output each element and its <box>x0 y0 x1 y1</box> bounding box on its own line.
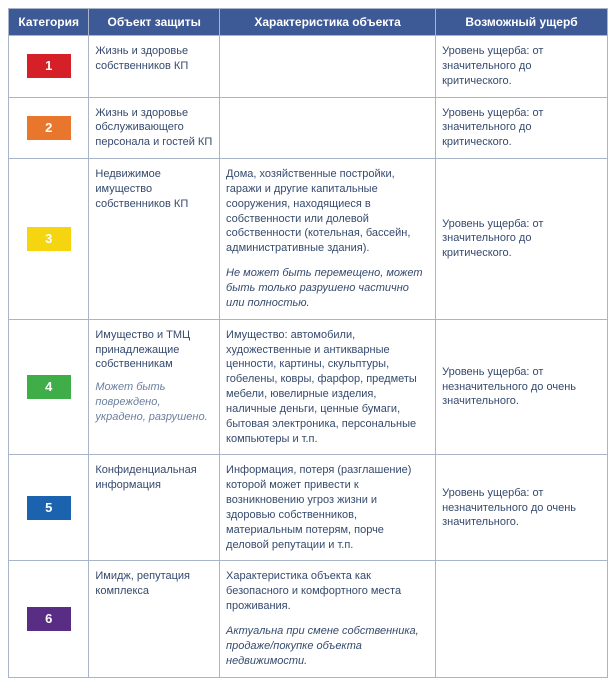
object-cell: Жизнь и здоровье собственников КП <box>89 36 220 98</box>
object-text: Имущество и ТМЦ принадлежащие собственни… <box>95 328 213 373</box>
object-cell: Имидж, репутация комплекса <box>89 561 220 677</box>
object-cell: Конфиденциальная информация <box>89 455 220 561</box>
category-badge: 1 <box>27 54 71 78</box>
object-text: Имидж, репутация комплекса <box>95 569 213 599</box>
header-object: Объект защиты <box>89 9 220 36</box>
object-text: Недвижимое имущество собственников КП <box>95 167 213 212</box>
object-text: Жизнь и здоровье собственников КП <box>95 44 213 74</box>
header-category: Категория <box>9 9 89 36</box>
table-row: 2 Жизнь и здоровье обслуживающего персона… <box>9 97 608 159</box>
category-badge: 2 <box>27 116 71 140</box>
object-cell: Недвижимое имущество собственников КП <box>89 159 220 320</box>
category-cell: 4 <box>9 319 89 455</box>
category-badge: 5 <box>27 496 71 520</box>
characteristic-cell <box>220 97 436 159</box>
category-cell: 2 <box>9 97 89 159</box>
table-header-row: Категория Объект защиты Характеристика о… <box>9 9 608 36</box>
characteristic-text: Характеристика объекта как безопасного и… <box>226 569 429 614</box>
characteristic-cell: Дома, хозяйственные постройки, гаражи и … <box>220 159 436 320</box>
category-cell: 1 <box>9 36 89 98</box>
category-badge: 4 <box>27 375 71 399</box>
object-cell: Имущество и ТМЦ принадлежащие собственни… <box>89 319 220 455</box>
category-cell: 3 <box>9 159 89 320</box>
characteristic-text: Имущество: автомобили, художественные и … <box>226 328 429 447</box>
damage-cell: Уровень ущерба: от значительного до крит… <box>436 36 608 98</box>
header-damage: Возможный ущерб <box>436 9 608 36</box>
damage-cell: Уровень ущерба: от незначительного до оч… <box>436 455 608 561</box>
characteristic-note: Актуальна при смене собственника, продаж… <box>226 624 429 669</box>
characteristic-text: Дома, хозяйственные постройки, гаражи и … <box>226 167 429 256</box>
damage-cell: Уровень ущерба: от значительного до крит… <box>436 97 608 159</box>
characteristic-note: Не может быть перемещено, может быть тол… <box>226 266 429 311</box>
characteristic-cell <box>220 36 436 98</box>
damage-cell: Уровень ущерба: от значительного до крит… <box>436 159 608 320</box>
characteristic-cell: Характеристика объекта как безопасного и… <box>220 561 436 677</box>
header-characteristic: Характеристика объекта <box>220 9 436 36</box>
characteristic-text: Информация, потеря (разглашение) которой… <box>226 463 429 552</box>
category-badge: 6 <box>27 607 71 631</box>
damage-cell <box>436 561 608 677</box>
category-badge: 3 <box>27 227 71 251</box>
table-row: 4 Имущество и ТМЦ принадлежащие собственн… <box>9 319 608 455</box>
object-cell: Жизнь и здоровье обслуживающего персонал… <box>89 97 220 159</box>
damage-cell: Уровень ущерба: от незначительного до оч… <box>436 319 608 455</box>
object-text: Жизнь и здоровье обслуживающего персонал… <box>95 106 213 151</box>
table-row: 6 Имидж, репутация комплекса Характеристик… <box>9 561 608 677</box>
characteristic-cell: Имущество: автомобили, художественные и … <box>220 319 436 455</box>
characteristic-cell: Информация, потеря (разглашение) которой… <box>220 455 436 561</box>
category-cell: 6 <box>9 561 89 677</box>
object-text: Конфиденциальная информация <box>95 463 213 493</box>
protection-categories-table: Категория Объект защиты Характеристика о… <box>8 8 608 678</box>
table-row: 1 Жизнь и здоровье собственников КП Уровен… <box>9 36 608 98</box>
object-note: Может быть повреждено, украдено, разруше… <box>95 380 213 425</box>
category-cell: 5 <box>9 455 89 561</box>
table-row: 5 Конфиденциальная информация Информация, … <box>9 455 608 561</box>
table-row: 3 Недвижимое имущество собственников КП До… <box>9 159 608 320</box>
